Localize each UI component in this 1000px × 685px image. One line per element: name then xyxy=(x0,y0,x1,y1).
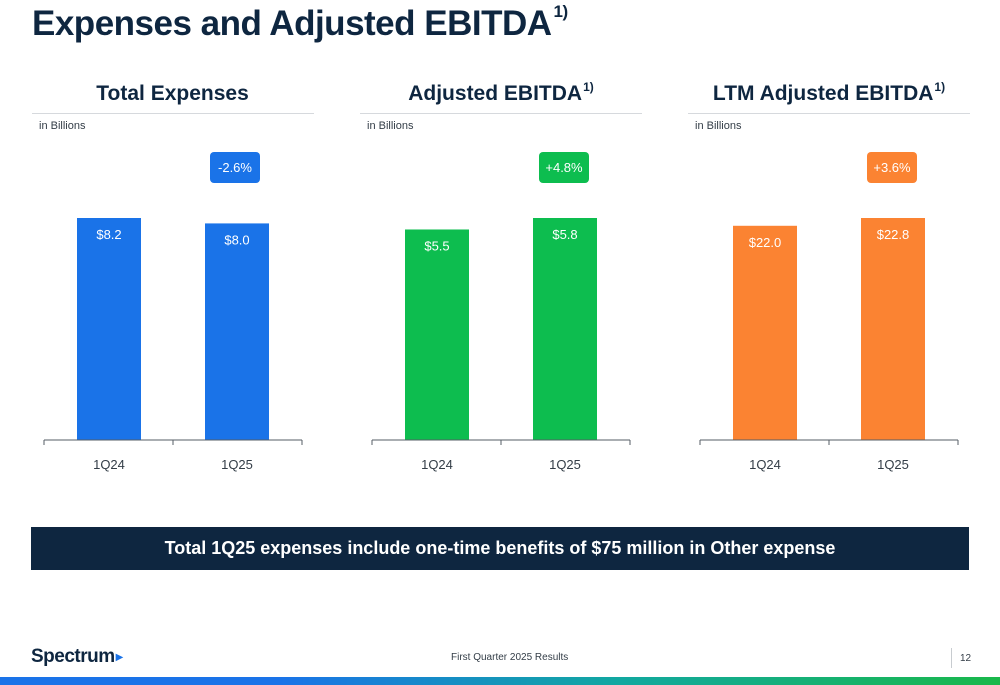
bar-1q24 xyxy=(77,218,141,440)
data-label: $22.8 xyxy=(877,227,910,242)
total-expenses-chart: Total Expenses in Billions -2.6% $8.2 1Q2… xyxy=(32,80,314,480)
page-title-footnote: 1) xyxy=(553,2,569,21)
unit-label: in Billions xyxy=(367,120,414,132)
panel-divider xyxy=(688,113,970,114)
data-label: $22.0 xyxy=(749,235,782,250)
page-title-text: Expenses and Adjusted EBITDA xyxy=(32,4,552,43)
panel-title: LTM Adjusted EBITDA1) xyxy=(688,80,970,106)
unit-label: in Billions xyxy=(695,120,742,132)
bar-1q24 xyxy=(405,229,469,440)
logo-arrow-icon: ▶ xyxy=(115,651,124,663)
page-number: 12 xyxy=(960,653,972,664)
change-badge: +3.6% xyxy=(867,152,917,183)
ltm-adjusted-ebitda-chart: LTM Adjusted EBITDA1) in Billions +3.6% … xyxy=(688,80,970,480)
bar-chart-svg: $5.5 1Q24 $5.8 1Q25 xyxy=(371,218,631,472)
bar-1q25 xyxy=(205,223,269,440)
panel-title: Adjusted EBITDA1) xyxy=(360,80,642,106)
adjusted-ebitda-chart: Adjusted EBITDA1) in Billions +4.8% $5.5… xyxy=(360,80,642,480)
callout-banner: Total 1Q25 expenses include one-time ben… xyxy=(31,527,969,570)
panel-title-text: LTM Adjusted EBITDA xyxy=(712,82,934,105)
panel-title-footnote: 1) xyxy=(583,80,594,94)
panel-divider xyxy=(32,113,314,114)
x-tick-label: 1Q24 xyxy=(749,457,781,472)
data-label: $8.2 xyxy=(96,227,121,242)
x-tick-label: 1Q24 xyxy=(93,457,125,472)
panel-divider xyxy=(360,113,642,114)
panel-title-text: Adjusted EBITDA xyxy=(408,82,583,105)
bar-1q25 xyxy=(533,218,597,440)
data-label: $5.8 xyxy=(552,227,577,242)
footer-caption: First Quarter 2025 Results xyxy=(451,652,569,663)
change-badge: +4.8% xyxy=(539,152,589,183)
unit-label: in Billions xyxy=(39,120,86,132)
x-tick-label: 1Q25 xyxy=(549,457,581,472)
bar-1q25 xyxy=(861,218,925,440)
bar-1q24 xyxy=(733,225,797,440)
page-title: Expenses and Adjusted EBITDA 1) xyxy=(32,2,568,44)
x-tick-label: 1Q24 xyxy=(421,457,453,472)
panel-title-text: Total Expenses xyxy=(96,82,249,105)
x-tick-label: 1Q25 xyxy=(877,457,909,472)
bar-chart-svg: $8.2 1Q24 $8.0 1Q25 xyxy=(43,218,303,472)
logo-text: Spectrum xyxy=(31,646,115,667)
bottom-gradient-stripe xyxy=(0,677,1000,685)
spectrum-logo: Spectrum ▶ xyxy=(31,646,123,668)
bar-chart-svg: $22.0 1Q24 $22.8 1Q25 xyxy=(699,218,959,472)
panel-title-footnote: 1) xyxy=(934,80,946,94)
x-tick-label: 1Q25 xyxy=(221,457,253,472)
footer-divider xyxy=(951,648,952,668)
panel-title: Total Expenses xyxy=(32,80,314,106)
change-badge: -2.6% xyxy=(210,152,260,183)
data-label: $5.5 xyxy=(424,238,449,253)
data-label: $8.0 xyxy=(224,232,249,247)
